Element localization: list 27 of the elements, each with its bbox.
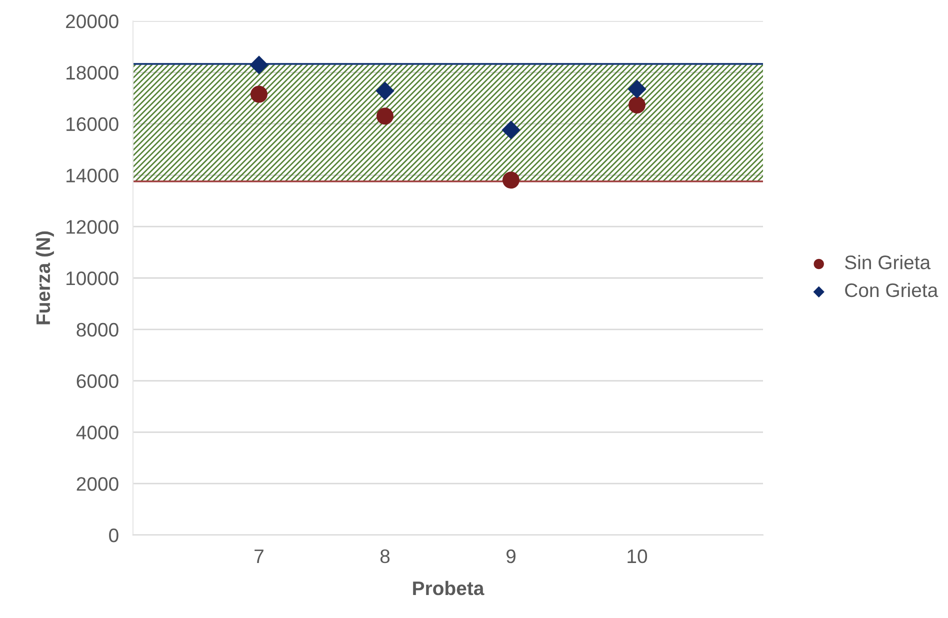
y-axis-title: Fuerza (N) [36,231,54,324]
y-tick-label: 12000 [66,220,118,234]
y-tick-label: 2000 [76,477,118,491]
y-tick-label: 16000 [66,117,118,132]
x-axis-title: Probeta [413,580,484,596]
point [628,80,646,98]
y-tick-label: 14000 [66,168,118,182]
point [250,86,268,103]
y-tick-label: 18000 [66,66,118,80]
y-tick-label: 8000 [76,322,118,337]
y-tick-label: 10000 [66,271,118,286]
point [250,56,268,74]
point [628,96,646,114]
x-tick-label: 10 [628,549,648,564]
point [502,120,520,140]
legend-label: Sin Grieta [845,255,931,270]
y-tick-label: 6000 [76,374,118,388]
point [502,172,520,189]
x-tick-label: 7 [254,550,264,563]
point [376,82,394,100]
legend-label: Con Grieta [845,282,938,298]
y-tick-label: 20000 [66,14,118,28]
x-tick-label: 8 [380,549,390,564]
y-tick-label: 0 [109,528,118,542]
point [376,108,394,125]
x-tick-label: 9 [506,549,516,564]
y-tick-label: 4000 [76,426,118,440]
